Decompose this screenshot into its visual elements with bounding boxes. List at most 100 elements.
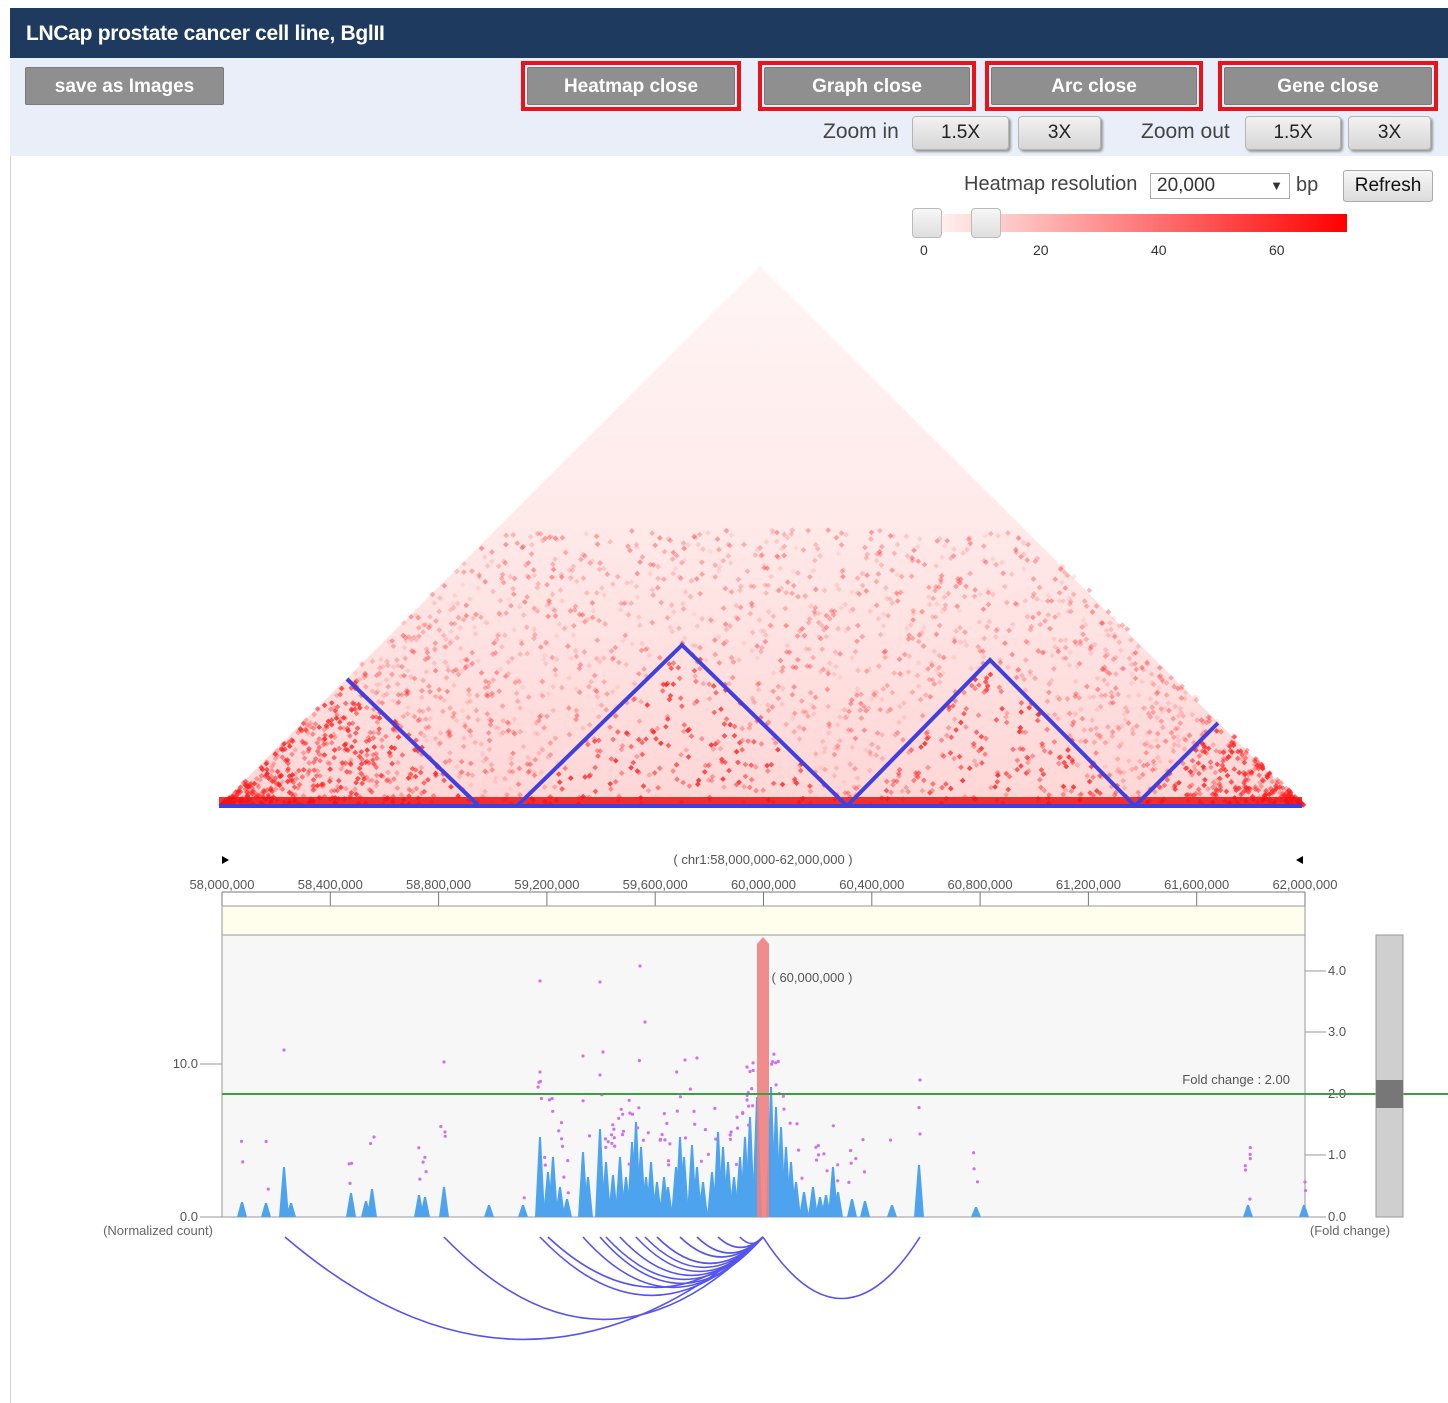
heatmap-resolution-label: Heatmap resolution <box>964 173 1138 195</box>
fold-change-point <box>547 1098 552 1102</box>
fold-change-point <box>692 1109 696 1113</box>
fold-change-point <box>849 1161 853 1165</box>
signal-peak <box>847 1199 857 1217</box>
interaction-arc <box>739 1236 764 1245</box>
signal-peak <box>860 1201 870 1217</box>
gene-track <box>221 905 1306 936</box>
fold-change-point <box>443 1134 447 1138</box>
color-scale-tick: 20 <box>1033 242 1049 258</box>
color-scale-max-handle[interactable] <box>971 208 1001 238</box>
triangle-right-icon[interactable] <box>1296 856 1303 864</box>
fold-change-point <box>751 1068 755 1073</box>
fold-change-point <box>266 1187 270 1191</box>
signal-peak <box>555 1187 565 1217</box>
fold-change-point <box>683 1058 687 1062</box>
fold-change-point <box>537 1080 541 1084</box>
fold-change-point <box>918 1132 922 1136</box>
main-panel <box>10 8 1448 1403</box>
color-scale-min-handle[interactable] <box>912 208 942 238</box>
signal-peak <box>535 1137 545 1217</box>
fold-change-point <box>598 1073 602 1077</box>
heatmap-close-button[interactable]: Heatmap close <box>527 67 735 105</box>
zoom-out-1-5x-button[interactable]: 1.5X <box>1245 116 1341 150</box>
fold-change-point <box>797 1148 801 1152</box>
fold-change-point <box>369 1141 373 1146</box>
fold-change-point <box>350 1161 354 1165</box>
fold-change-point <box>734 1162 739 1166</box>
fold-change-point <box>735 1115 739 1119</box>
fold-change-point <box>714 1137 718 1141</box>
fold-change-point <box>637 1106 641 1110</box>
fold-change-point <box>264 1139 268 1144</box>
signal-peak <box>887 1205 897 1217</box>
fold-change-point <box>668 1142 672 1146</box>
fold-change-point <box>627 1098 631 1102</box>
fold-change-point <box>617 1116 621 1120</box>
signal-peak <box>601 1162 611 1217</box>
interaction-arc <box>443 1236 764 1321</box>
fold-change-point <box>667 1163 671 1167</box>
fold-change-point <box>862 1170 867 1174</box>
axis-tick-label: 58,800,000 <box>406 877 471 892</box>
axis-tick-label: 61,600,000 <box>1164 877 1229 892</box>
fold-change-point <box>706 1152 711 1156</box>
fold-change-point <box>443 1130 447 1134</box>
save-as-images-button[interactable]: save as Images <box>25 67 224 105</box>
fold-change-point <box>1248 1157 1252 1161</box>
fold-change-point <box>728 1137 733 1141</box>
fold-change-point <box>771 1060 775 1064</box>
fold-change-point <box>1243 1164 1247 1168</box>
fold-change-point <box>816 1144 820 1148</box>
fold-change-point <box>854 1157 858 1161</box>
fold-change-point <box>772 1052 776 1056</box>
fold-change-point <box>972 1151 976 1155</box>
fold-change-point <box>550 1096 554 1101</box>
graph-close-button[interactable]: Graph close <box>764 67 970 105</box>
left-axis-tick-label: 10.0 <box>173 1056 198 1071</box>
fold-change-scroll-thumb[interactable] <box>1376 1080 1403 1108</box>
fold-change-point <box>282 1048 286 1052</box>
highlight-box <box>521 61 741 111</box>
refresh-button[interactable]: Refresh <box>1343 170 1433 202</box>
fold-change-point <box>598 980 602 984</box>
signal-peak <box>548 1157 558 1217</box>
arc-close-button[interactable]: Arc close <box>991 67 1197 105</box>
triangle-left-icon[interactable] <box>222 856 229 864</box>
fold-change-point <box>729 1130 733 1134</box>
fold-change-point <box>665 1121 669 1125</box>
fold-change-point <box>561 1144 565 1148</box>
heatmap-resolution-select[interactable]: 20,000 ▼ <box>1150 173 1290 199</box>
signal-peak <box>367 1189 377 1217</box>
signal-peak <box>346 1193 356 1217</box>
fold-change-point <box>836 1179 840 1183</box>
axis-tick-label: 59,200,000 <box>514 877 579 892</box>
fold-change-point <box>918 1078 922 1082</box>
fold-change-point <box>559 1137 564 1141</box>
fold-change-point <box>638 964 642 968</box>
fold-change-point <box>417 1146 421 1150</box>
fold-change-point <box>822 1152 826 1156</box>
fold-change-point <box>538 1070 542 1074</box>
fold-change-point <box>735 1126 740 1130</box>
axis-tick-label: 62,000,000 <box>1272 877 1337 892</box>
fold-change-point <box>1243 1168 1248 1172</box>
axis-tick-label: 60,400,000 <box>839 877 904 892</box>
fold-change-scrollbar[interactable] <box>1375 934 1404 1218</box>
fold-change-point <box>861 1138 865 1142</box>
axis-tick-label: 59,600,000 <box>623 877 688 892</box>
zoom-out-3x-button[interactable]: 3X <box>1348 116 1431 150</box>
signal-peak <box>833 1192 843 1217</box>
fold-change-point <box>666 1159 671 1163</box>
fold-change-point <box>241 1160 245 1164</box>
zoom-in-1-5x-button[interactable]: 1.5X <box>912 116 1009 150</box>
fold-change-point <box>675 1109 679 1113</box>
fold-change-point <box>562 1175 566 1179</box>
fold-change-point <box>693 1122 697 1126</box>
viewpoint-marker <box>757 937 769 1217</box>
fold-change-point <box>612 1136 616 1140</box>
fold-change-point <box>612 1127 616 1131</box>
signal-peak <box>279 1167 289 1217</box>
gene-close-button[interactable]: Gene close <box>1224 67 1432 105</box>
zoom-in-3x-button[interactable]: 3X <box>1018 116 1101 150</box>
fold-change-point <box>658 1138 662 1142</box>
